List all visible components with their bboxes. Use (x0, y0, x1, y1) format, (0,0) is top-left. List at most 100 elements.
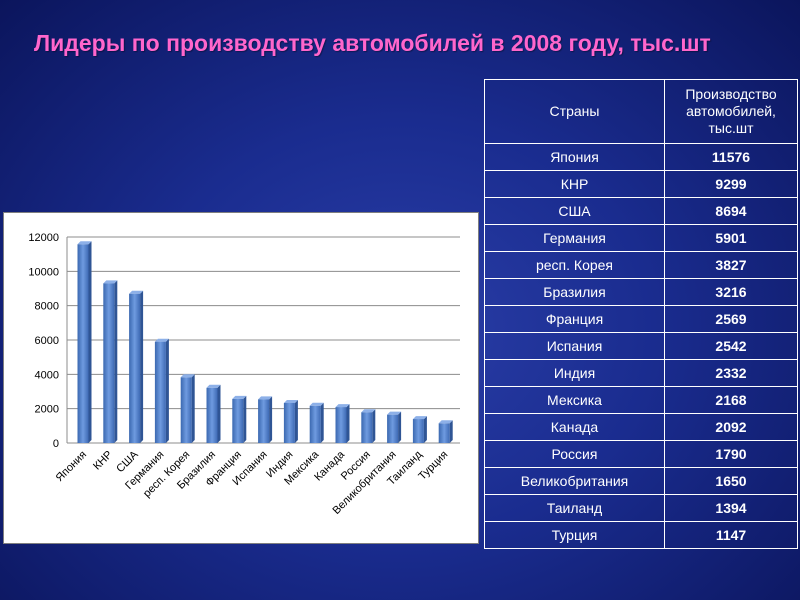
bar (309, 405, 321, 443)
bar (412, 419, 424, 443)
bar-side (294, 399, 298, 443)
table-row: Турция 1147 (484, 521, 798, 549)
table-row: США 8694 (484, 197, 798, 225)
bar-top (103, 280, 118, 284)
production-cell: 3216 (664, 278, 798, 306)
bar-side (269, 396, 273, 443)
table-row: Бразилия 3216 (484, 278, 798, 306)
country-cell: Турция (484, 521, 665, 549)
bar-top (335, 404, 350, 408)
bar-top (129, 290, 144, 294)
bar (387, 414, 399, 443)
bar (283, 402, 295, 443)
production-cell: 2569 (664, 305, 798, 333)
bar-side (191, 374, 195, 443)
bar-side (320, 402, 324, 443)
bar (154, 341, 166, 443)
table-header-row: Страны Производство автомобилей, тыс.шт (484, 79, 798, 144)
x-tick-label: Япония (54, 449, 90, 485)
country-cell: Бразилия (484, 278, 665, 306)
bar-side (423, 416, 427, 443)
bar (232, 398, 244, 443)
country-cell: Россия (484, 440, 665, 468)
bar-top (412, 416, 427, 420)
bar-top (361, 409, 376, 413)
bar-top (283, 399, 298, 403)
bar-side (243, 395, 247, 443)
bar (438, 423, 450, 443)
production-cell: 1394 (664, 494, 798, 522)
table-row: Канада 2092 (484, 413, 798, 441)
x-tick-label: КНР (91, 449, 115, 473)
bar-top (154, 338, 169, 342)
country-cell: Индия (484, 359, 665, 387)
country-cell: Япония (484, 143, 665, 171)
bar (129, 293, 141, 443)
y-tick-label: 6000 (35, 335, 59, 347)
production-cell: 2168 (664, 386, 798, 414)
y-tick-label: 10000 (28, 266, 59, 278)
header-countries: Страны (484, 79, 665, 144)
bar-side (114, 280, 118, 443)
bar-side (449, 420, 453, 443)
table-row: Россия 1790 (484, 440, 798, 468)
country-cell: респ. Корея (484, 251, 665, 279)
bar-side (346, 404, 350, 443)
production-cell: 1650 (664, 467, 798, 495)
bar-side (372, 409, 376, 443)
production-cell: 3827 (664, 251, 798, 279)
bar-side (88, 241, 92, 443)
table-row: Германия 5901 (484, 224, 798, 252)
bar-side (165, 338, 169, 443)
table-row: Мексика 2168 (484, 386, 798, 414)
country-cell: Испания (484, 332, 665, 360)
bar-top (232, 395, 247, 399)
bar-top (180, 374, 195, 378)
country-cell: Франция (484, 305, 665, 333)
bar-top (77, 241, 92, 245)
country-cell: США (484, 197, 665, 225)
production-table: Страны Производство автомобилей, тыс.шт … (484, 79, 798, 549)
production-cell: 9299 (664, 170, 798, 198)
production-cell: 2092 (664, 413, 798, 441)
country-cell: Германия (484, 224, 665, 252)
table-row: Индия 2332 (484, 359, 798, 387)
table-row: Великобритания 1650 (484, 467, 798, 495)
production-cell: 2542 (664, 332, 798, 360)
production-cell: 5901 (664, 224, 798, 252)
y-tick-label: 2000 (35, 404, 59, 416)
bar-top (206, 384, 221, 388)
bar (335, 407, 347, 443)
production-cell: 1147 (664, 521, 798, 549)
table-row: Япония 11576 (484, 143, 798, 171)
bar (258, 399, 270, 443)
country-cell: Великобритания (484, 467, 665, 495)
x-tick-label: Турция (416, 449, 450, 483)
country-cell: Таиланд (484, 494, 665, 522)
bar (361, 412, 373, 443)
table-row: КНР 9299 (484, 170, 798, 198)
country-cell: Канада (484, 413, 665, 441)
country-cell: Мексика (484, 386, 665, 414)
y-tick-label: 0 (53, 438, 59, 450)
production-cell: 2332 (664, 359, 798, 387)
bar-top (309, 402, 324, 406)
y-tick-label: 8000 (35, 301, 59, 313)
production-cell: 11576 (664, 143, 798, 171)
bar-top (258, 396, 273, 400)
bar-top (387, 411, 402, 415)
bar-side (217, 384, 221, 443)
bar (180, 377, 192, 443)
bar-chart-panel: 0 2000 4000 6000 8000 10000 12000 Япония КНР США Г… (3, 212, 479, 544)
table-row: Франция 2569 (484, 305, 798, 333)
production-cell: 8694 (664, 197, 798, 225)
production-cell: 1790 (664, 440, 798, 468)
bar-top (438, 420, 453, 424)
bar (77, 244, 89, 443)
table-row: респ. Корея 3827 (484, 251, 798, 279)
y-tick-label: 4000 (35, 369, 59, 381)
bar (103, 283, 115, 443)
y-tick-label: 12000 (28, 232, 59, 244)
header-production: Производство автомобилей, тыс.шт (664, 79, 798, 144)
